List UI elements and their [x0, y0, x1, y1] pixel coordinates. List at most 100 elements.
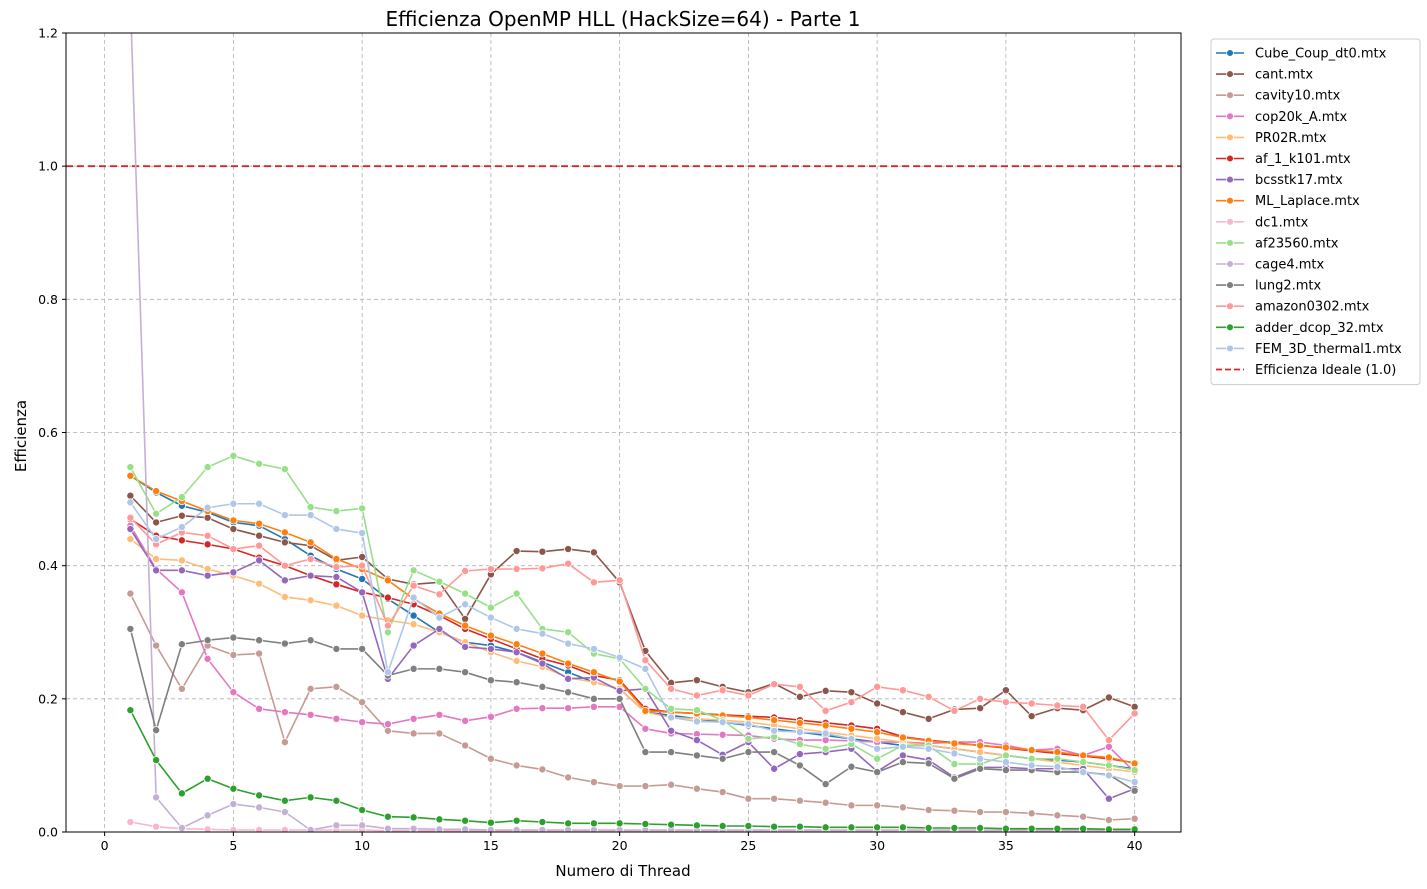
data-point: [409, 611, 418, 620]
data-point: [383, 668, 392, 677]
data-point: [255, 704, 264, 713]
data-point: [615, 819, 624, 828]
data-point: [744, 691, 753, 700]
legend-marker: [1226, 302, 1234, 310]
data-point: [306, 826, 315, 832]
data-point: [718, 754, 727, 763]
data-point: [229, 688, 238, 697]
legend-label: Efficienza Ideale (1.0): [1255, 363, 1396, 378]
data-point: [538, 704, 547, 713]
data-point: [1130, 786, 1139, 795]
x-tick-label: 20: [612, 838, 628, 853]
data-point: [1079, 824, 1088, 832]
data-point: [280, 511, 289, 520]
data-point: [1130, 825, 1139, 832]
data-point: [461, 668, 470, 677]
data-point: [667, 780, 676, 789]
data-point: [332, 562, 341, 571]
legend-item: adder_dcop_32.mtx: [1216, 321, 1384, 336]
data-point: [383, 726, 392, 735]
data-point: [924, 824, 933, 832]
data-point: [177, 566, 186, 575]
data-point: [435, 590, 444, 599]
data-point: [692, 691, 701, 700]
series-line: [129, 593, 1135, 821]
data-point: [1053, 748, 1062, 757]
legend-item: af23560.mtx: [1216, 236, 1339, 251]
data-point: [1104, 742, 1113, 751]
legend-item: ML_Laplace.mtx: [1216, 194, 1360, 209]
data-point: [718, 686, 727, 695]
data-point: [126, 471, 135, 480]
data-point: [512, 564, 521, 573]
data-point: [461, 600, 470, 609]
data-point: [718, 822, 727, 831]
legend-item: cavity10.mtx: [1216, 89, 1341, 104]
data-point: [203, 564, 212, 573]
data-point: [255, 791, 264, 800]
series-line: [129, 538, 1135, 773]
legend-marker: [1226, 175, 1234, 184]
data-point: [358, 644, 367, 653]
y-tick-label: 1.0: [38, 159, 58, 174]
data-point: [821, 686, 830, 695]
data-point: [667, 704, 676, 713]
data-point: [898, 742, 907, 751]
data-point: [280, 738, 289, 747]
data-point: [358, 553, 367, 562]
data-point: [358, 561, 367, 570]
data-point: [409, 581, 418, 590]
data-point: [486, 676, 495, 685]
data-point: [924, 759, 933, 768]
series-line: [129, 709, 1135, 831]
data-point: [280, 538, 289, 547]
data-point: [564, 659, 573, 668]
data-point: [255, 556, 264, 565]
data-point: [152, 822, 161, 831]
data-point: [512, 640, 521, 649]
data-point: [409, 813, 418, 822]
data-point: [770, 822, 779, 831]
data-point: [1001, 743, 1010, 752]
data-point: [589, 548, 598, 557]
data-point: [512, 547, 521, 556]
data-point: [126, 818, 135, 827]
legend-marker: [1226, 49, 1234, 57]
data-point: [873, 768, 882, 777]
data-point: [873, 801, 882, 810]
data-point: [306, 596, 315, 605]
data-point: [847, 698, 856, 707]
data-point: [924, 714, 933, 723]
data-point: [461, 716, 470, 725]
data-point: [280, 576, 289, 585]
x-tick-label: 0: [101, 838, 109, 853]
data-point: [461, 589, 470, 598]
data-point: [358, 821, 367, 830]
data-point: [203, 503, 212, 512]
series-line: [130, 33, 1135, 831]
legend-marker: [1226, 344, 1234, 353]
data-point: [950, 806, 959, 815]
data-point: [795, 740, 804, 749]
data-point: [692, 676, 701, 685]
data-point: [229, 451, 238, 460]
data-point: [873, 699, 882, 708]
data-point: [1053, 811, 1062, 820]
data-point: [383, 824, 392, 832]
data-point: [795, 728, 804, 737]
legend-item: af_1_k101.mtx: [1216, 152, 1351, 167]
data-point: [486, 712, 495, 721]
data-point: [692, 784, 701, 793]
series-lung2-mtx: [126, 624, 1139, 795]
data-point: [486, 631, 495, 640]
data-point: [538, 765, 547, 774]
data-point: [667, 684, 676, 693]
data-point: [976, 808, 985, 817]
data-point: [1027, 824, 1036, 832]
x-tick-label: 5: [229, 838, 237, 853]
data-point: [152, 641, 161, 650]
data-point: [615, 686, 624, 695]
data-point: [126, 513, 135, 522]
data-point: [306, 511, 315, 520]
data-point: [564, 559, 573, 568]
